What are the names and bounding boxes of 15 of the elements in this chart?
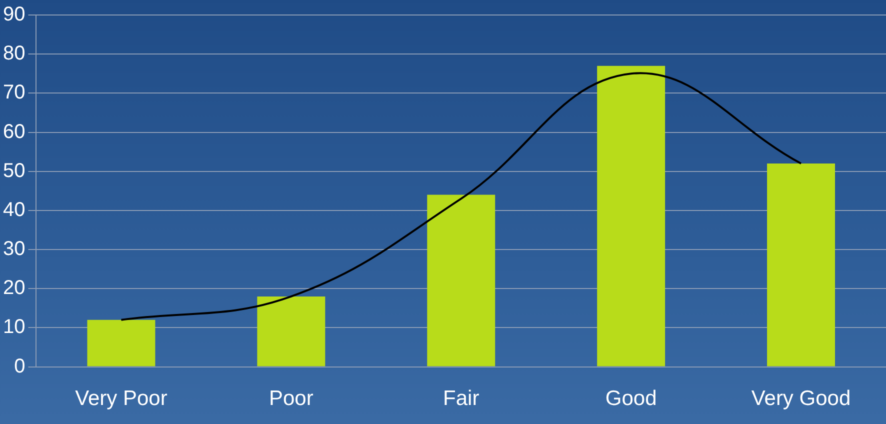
y-tick-label: 90 — [2, 4, 26, 26]
y-tick-label: 0 — [14, 355, 26, 378]
x-tick-label: Fair — [443, 387, 480, 410]
y-tick-label: 40 — [2, 198, 26, 221]
y-tick-label: 80 — [2, 42, 26, 65]
x-tick-label: Good — [605, 387, 657, 410]
y-tick-label: 50 — [2, 160, 26, 182]
x-tick-label: Poor — [268, 387, 314, 410]
y-tick-label: 60 — [2, 120, 26, 143]
x-tick-label: Very Poor — [75, 387, 168, 410]
y-tick-label: 70 — [2, 82, 26, 104]
x-tick-label: Very Good — [751, 387, 851, 410]
y-tick-label: 10 — [2, 316, 26, 338]
y-tick-label: 30 — [2, 238, 26, 260]
y-tick-label: 20 — [2, 277, 26, 300]
